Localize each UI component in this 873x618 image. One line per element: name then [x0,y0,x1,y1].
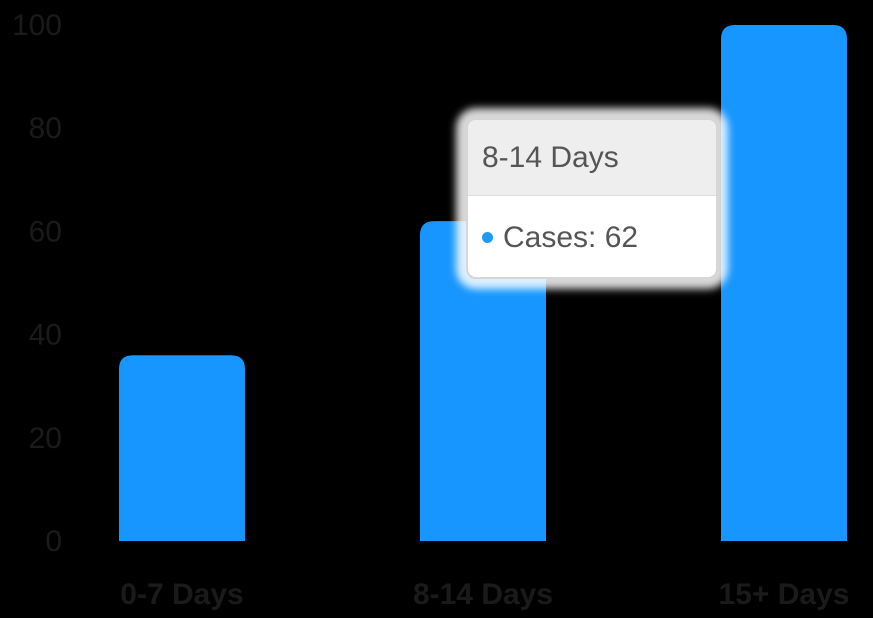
tooltip-separator: : [588,220,605,254]
tooltip-series-label: Cases [503,220,589,254]
y-tick-label: 80 [29,112,62,145]
bar[interactable] [721,25,847,541]
y-tick-label: 40 [29,319,62,352]
tooltip-value: 62 [604,220,639,254]
x-tick-label: 0-7 Days [120,578,243,611]
tooltip-row: Cases: 62 [468,196,716,277]
bar[interactable] [420,221,546,541]
y-tick-label: 20 [29,422,62,455]
y-axis-ticks: 0 20 40 60 80 100 [12,9,62,558]
x-tick-label: 15+ Days [719,578,850,611]
y-tick-label: 0 [45,525,62,558]
y-tick-label: 60 [29,215,62,248]
tooltip: 8-14 Days Cases: 62 [466,118,718,279]
series-dot-icon [482,232,493,243]
x-axis-labels: 0-7 Days 8-14 Days 15+ Days [120,578,849,611]
bars-group [119,25,847,541]
tooltip-title: 8-14 Days [468,120,716,196]
y-tick-label: 100 [12,9,62,42]
x-tick-label: 8-14 Days [413,578,553,611]
bar[interactable] [119,355,245,541]
